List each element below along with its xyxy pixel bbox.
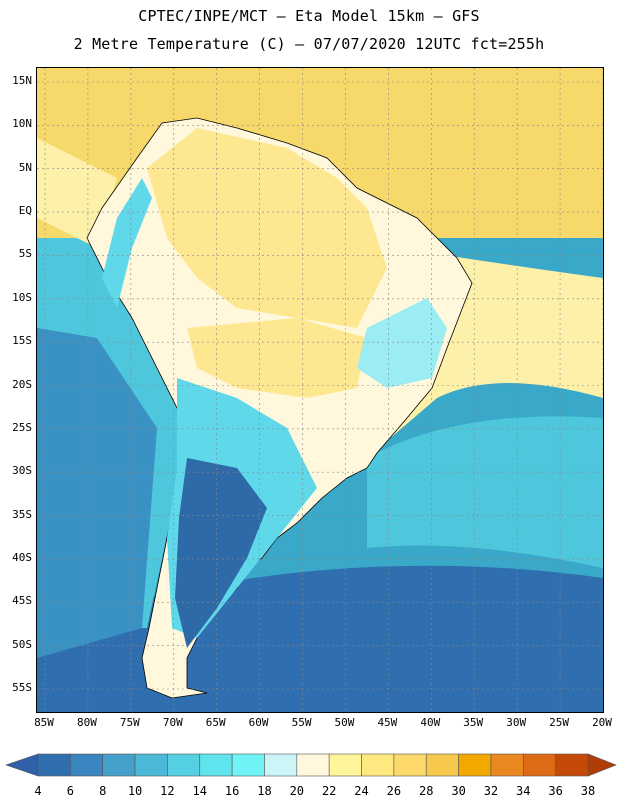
chart-title: CPTEC/INPE/MCT – Eta Model 15km – GFS xyxy=(138,7,480,25)
colorbar-swatch xyxy=(296,753,330,777)
colorbar-swatch xyxy=(231,753,265,777)
longitude-label: 75W xyxy=(119,716,140,729)
latitude-label: 25S xyxy=(12,420,32,434)
latitude-label: 15N xyxy=(12,74,32,87)
colorbar-swatch xyxy=(70,753,104,777)
colorbar-tick-label: 18 xyxy=(257,784,272,798)
land-cool-brazil xyxy=(357,298,447,388)
colorbar-tick-label: 26 xyxy=(386,784,402,798)
latitude-label: 30S xyxy=(12,464,32,478)
colorbar-swatch xyxy=(37,753,71,777)
latitude-label: 50S xyxy=(12,637,32,651)
latitude-label: 55S xyxy=(12,681,32,694)
colorbar-swatch xyxy=(361,753,395,777)
colorbar-tick-label: 28 xyxy=(419,784,434,798)
land-warm-north xyxy=(147,128,387,328)
colorbar-low-arrow xyxy=(5,753,39,777)
latitude-label: 5N xyxy=(18,160,32,174)
ocean-cool-band-east xyxy=(367,416,603,568)
latitude-label: 45S xyxy=(12,594,32,608)
colorbar-swatch xyxy=(328,753,362,777)
longitude-label: 85W xyxy=(34,716,54,729)
longitude-label: 60W xyxy=(248,716,269,729)
longitude-label: 35W xyxy=(463,716,484,729)
land-cold-patagonia xyxy=(175,458,267,648)
colorbar-tick-label: 24 xyxy=(354,784,369,798)
longitude-label: 20W xyxy=(592,716,612,729)
latitude-label: 40S xyxy=(12,550,32,564)
temperature-map xyxy=(36,67,604,713)
latitude-label: EQ xyxy=(18,204,32,218)
longitude-label: 65W xyxy=(205,716,226,729)
longitude-label: 55W xyxy=(291,716,312,729)
colorbar-swatch xyxy=(264,753,298,777)
colorbar-swatch xyxy=(458,753,492,777)
colorbar-swatch xyxy=(425,753,459,777)
colorbar-tick-label: 22 xyxy=(321,784,337,798)
land-warm-central xyxy=(187,318,367,398)
colorbar-swatch xyxy=(522,753,556,777)
longitude-label: 45W xyxy=(377,716,398,729)
colorbar-swatch xyxy=(167,753,201,777)
colorbar-tick-label: 30 xyxy=(451,784,466,798)
colorbar-tick-label: 6 xyxy=(66,784,74,798)
longitude-label: 80W xyxy=(76,716,97,729)
longitude-label: 70W xyxy=(162,716,183,729)
colorbar-tick-label: 10 xyxy=(127,784,143,798)
latitude-label: 15S xyxy=(12,334,32,348)
colorbar-swatch xyxy=(393,753,427,777)
longitude-label: 25W xyxy=(549,716,569,729)
colorbar-tick-label: 12 xyxy=(160,784,175,798)
colorbar-swatch xyxy=(134,753,168,777)
colorbar-tick-label: 36 xyxy=(548,784,563,798)
latitude-label: 20S xyxy=(12,377,32,391)
colorbar-tick-label: 16 xyxy=(224,784,240,798)
colorbar-tick-label: 20 xyxy=(289,784,305,798)
colorbar-swatch xyxy=(490,753,524,777)
latitude-label: 5S xyxy=(18,247,32,261)
colorbar-tick-label: 4 xyxy=(34,784,42,798)
colorbar-tick-label: 38 xyxy=(580,784,596,798)
andes-cool-strip xyxy=(102,178,152,308)
longitude-label: 30W xyxy=(506,716,527,729)
latitude-label: 10N xyxy=(12,117,32,131)
colorbar-tick-label: 34 xyxy=(516,784,531,798)
colorbar-swatch xyxy=(199,753,233,777)
colorbar-swatch xyxy=(102,753,136,777)
chart-subtitle: 2 Metre Temperature (C) – 07/07/2020 12U… xyxy=(73,35,545,53)
colorbar-tick-label: 8 xyxy=(99,784,107,798)
colorbar-tick-label: 14 xyxy=(192,784,207,798)
latitude-label: 10S xyxy=(12,290,32,304)
colorbar-high-arrow xyxy=(587,753,617,777)
colorbar-tick-label: 32 xyxy=(483,784,499,798)
longitude-label: 40W xyxy=(420,716,441,729)
longitude-label: 50W xyxy=(334,716,355,729)
ocean-cold-west xyxy=(37,328,157,658)
colorbar-swatch xyxy=(555,753,589,777)
latitude-label: 35S xyxy=(12,507,32,521)
colorbar xyxy=(5,753,617,777)
